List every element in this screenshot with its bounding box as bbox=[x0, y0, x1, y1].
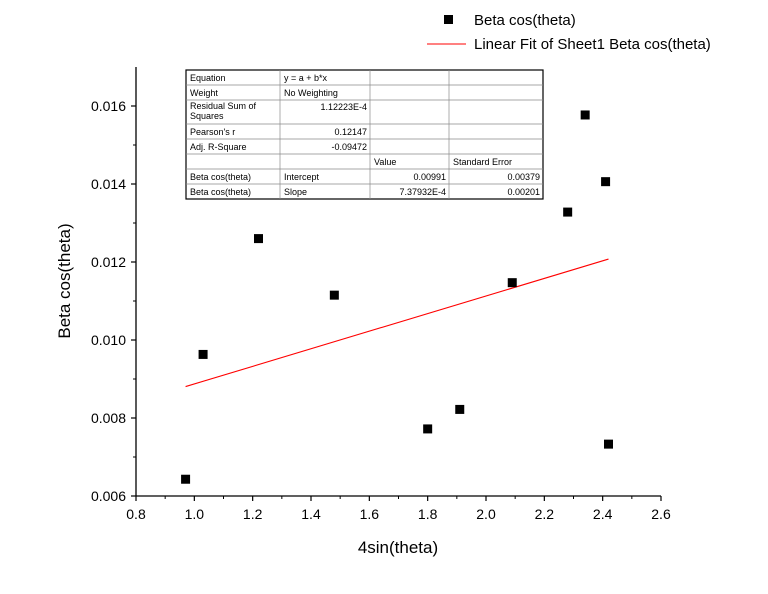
x-tick-label: 2.2 bbox=[535, 506, 555, 522]
data-point bbox=[563, 207, 573, 217]
fit-line-group bbox=[185, 258, 609, 388]
legend-marker-scatter bbox=[444, 15, 453, 24]
fit-table-cell: Slope bbox=[284, 187, 307, 197]
y-ticks: 0.006 0.008 0.010 0.012 0.014 0.016 bbox=[91, 98, 136, 504]
fit-table-cell: Value bbox=[374, 157, 396, 167]
fit-table-cell: Equation bbox=[190, 73, 226, 83]
fit-table: Equation y = a + b*x Weight No Weighting Res… bbox=[185, 69, 544, 200]
x-axis-title: 4sin(theta) bbox=[358, 538, 438, 557]
fit-table-cell: 1.12223E-4 bbox=[320, 102, 367, 112]
x-tick-label: 2.4 bbox=[593, 506, 613, 522]
data-point bbox=[507, 278, 517, 288]
x-tick-label: 1.2 bbox=[243, 506, 263, 522]
data-point bbox=[423, 424, 433, 434]
data-point bbox=[604, 439, 613, 449]
fit-table-cell: Intercept bbox=[284, 172, 320, 182]
data-point bbox=[254, 234, 263, 244]
x-tick-label: 2.0 bbox=[476, 506, 496, 522]
fit-line bbox=[185, 258, 609, 388]
fit-table-cell: 0.00201 bbox=[507, 187, 540, 197]
data-point bbox=[580, 110, 590, 120]
y-tick-label: 0.010 bbox=[91, 332, 126, 348]
fit-table-cell: 0.00991 bbox=[413, 172, 446, 182]
fit-table-cell: Weight bbox=[190, 88, 218, 98]
fit-table-cell: y = a + b*x bbox=[284, 73, 328, 83]
x-tick-label: 1.4 bbox=[301, 506, 321, 522]
data-point bbox=[329, 290, 339, 300]
fit-table-cell: Pearson's r bbox=[190, 127, 235, 137]
data-point bbox=[181, 474, 191, 484]
x-tick-label: 0.8 bbox=[126, 506, 146, 522]
y-axis-title: Beta cos(theta) bbox=[55, 223, 74, 338]
fit-table-cell: No Weighting bbox=[284, 88, 338, 98]
data-point bbox=[455, 404, 465, 414]
fit-table-cell: Beta cos(theta) bbox=[190, 172, 251, 182]
data-point bbox=[601, 177, 611, 187]
x-tick-label: 2.6 bbox=[651, 506, 671, 522]
fit-table-cell: 0.00379 bbox=[507, 172, 540, 182]
fit-table-cell: Squares bbox=[190, 111, 224, 121]
y-tick-label: 0.016 bbox=[91, 98, 126, 114]
fit-table-cell: Beta cos(theta) bbox=[190, 187, 251, 197]
data-point bbox=[198, 349, 208, 359]
fit-table-cell: Standard Error bbox=[453, 157, 512, 167]
x-ticks: 0.8 1.0 1.2 1.4 1.6 1.8 2.0 2.2 2.4 2.6 bbox=[126, 496, 671, 522]
y-tick-label: 0.014 bbox=[91, 176, 126, 192]
fit-table-cell: -0.09472 bbox=[331, 142, 367, 152]
fit-table-cell: 0.12147 bbox=[334, 127, 367, 137]
x-tick-label: 1.6 bbox=[360, 506, 380, 522]
y-tick-label: 0.006 bbox=[91, 488, 126, 504]
y-tick-label: 0.008 bbox=[91, 410, 126, 426]
data-points bbox=[181, 110, 613, 484]
y-tick-label: 0.012 bbox=[91, 254, 126, 270]
fit-table-cell: Adj. R-Square bbox=[190, 142, 247, 152]
legend-label-fit: Linear Fit of Sheet1 Beta cos(theta) bbox=[474, 36, 711, 53]
x-tick-label: 1.8 bbox=[418, 506, 438, 522]
fit-table-cell: Residual Sum of bbox=[190, 101, 257, 111]
fit-table-cell: 7.37932E-4 bbox=[399, 187, 446, 197]
fit-table-frame bbox=[185, 69, 544, 200]
legend-label-scatter: Beta cos(theta) bbox=[474, 12, 576, 29]
legend: Beta cos(theta) Linear Fit of Sheet1 Bet… bbox=[427, 12, 711, 53]
x-tick-label: 1.0 bbox=[185, 506, 205, 522]
